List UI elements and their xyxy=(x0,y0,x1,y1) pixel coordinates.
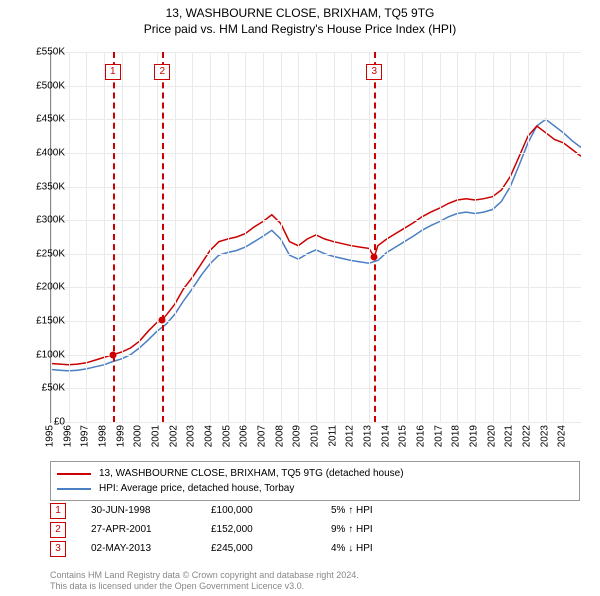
attribution: Contains HM Land Registry data © Crown c… xyxy=(50,570,359,592)
legend-label: 13, WASHBOURNE CLOSE, BRIXHAM, TQ5 9TG (… xyxy=(99,466,404,481)
sale-number-box: 1 xyxy=(50,503,66,519)
x-axis-label: 1998 xyxy=(98,425,109,447)
x-axis-label: 2012 xyxy=(345,425,356,447)
x-axis-label: 1996 xyxy=(62,425,73,447)
legend: 13, WASHBOURNE CLOSE, BRIXHAM, TQ5 9TG (… xyxy=(50,461,580,501)
x-axis-label: 2017 xyxy=(433,425,444,447)
x-axis-label: 2010 xyxy=(310,425,321,447)
x-axis-label: 2009 xyxy=(292,425,303,447)
sale-date: 27-APR-2001 xyxy=(91,524,211,535)
x-axis-label: 2019 xyxy=(469,425,480,447)
y-axis-label: £250K xyxy=(36,248,65,259)
x-axis-label: 2002 xyxy=(168,425,179,447)
sale-marker-dot xyxy=(371,254,378,261)
x-axis-label: 2000 xyxy=(133,425,144,447)
y-axis-label: £350K xyxy=(36,181,65,192)
attribution-line: Contains HM Land Registry data © Crown c… xyxy=(50,570,359,581)
table-row: 2 27-APR-2001 £152,000 9% ↑ HPI xyxy=(50,520,431,539)
sale-marker-box: 1 xyxy=(105,64,121,80)
y-axis-label: £400K xyxy=(36,147,65,158)
y-axis-label: £100K xyxy=(36,349,65,360)
sale-date: 30-JUN-1998 xyxy=(91,505,211,516)
legend-item: HPI: Average price, detached house, Torb… xyxy=(57,481,573,496)
legend-swatch xyxy=(57,488,91,490)
table-row: 3 02-MAY-2013 £245,000 4% ↓ HPI xyxy=(50,539,431,558)
attribution-line: This data is licensed under the Open Gov… xyxy=(50,581,359,592)
y-axis-label: £200K xyxy=(36,282,65,293)
y-axis-label: £150K xyxy=(36,316,65,327)
x-axis-label: 2023 xyxy=(539,425,550,447)
x-axis-label: 2013 xyxy=(363,425,374,447)
sale-pct: 4% ↓ HPI xyxy=(331,543,431,554)
y-axis-label: £50K xyxy=(42,383,65,394)
sale-number-box: 3 xyxy=(50,541,66,557)
sale-price: £152,000 xyxy=(211,524,331,535)
sale-price: £100,000 xyxy=(211,505,331,516)
y-axis-label: £300K xyxy=(36,215,65,226)
x-axis-label: 2004 xyxy=(204,425,215,447)
y-axis-label: £550K xyxy=(36,47,65,58)
sale-marker-box: 2 xyxy=(154,64,170,80)
x-axis-label: 2018 xyxy=(451,425,462,447)
sales-table: 1 30-JUN-1998 £100,000 5% ↑ HPI 2 27-APR… xyxy=(50,501,431,558)
sale-marker-box: 3 xyxy=(366,64,382,80)
x-axis-label: 2015 xyxy=(398,425,409,447)
legend-item: 13, WASHBOURNE CLOSE, BRIXHAM, TQ5 9TG (… xyxy=(57,466,573,481)
x-axis-label: 2007 xyxy=(257,425,268,447)
x-axis-label: 2006 xyxy=(239,425,250,447)
chart-title: 13, WASHBOURNE CLOSE, BRIXHAM, TQ5 9TG P… xyxy=(0,6,600,37)
x-axis-label: 2003 xyxy=(186,425,197,447)
x-axis-label: 2001 xyxy=(151,425,162,447)
sale-marker-dot xyxy=(109,351,116,358)
legend-swatch xyxy=(57,473,91,475)
title-line-1: 13, WASHBOURNE CLOSE, BRIXHAM, TQ5 9TG xyxy=(0,6,600,22)
x-axis-label: 1995 xyxy=(45,425,56,447)
x-axis-label: 2022 xyxy=(522,425,533,447)
x-axis-label: 2021 xyxy=(504,425,515,447)
y-axis-label: £450K xyxy=(36,114,65,125)
sale-pct: 9% ↑ HPI xyxy=(331,524,431,535)
x-axis-label: 2005 xyxy=(221,425,232,447)
title-line-2: Price paid vs. HM Land Registry's House … xyxy=(0,22,600,38)
x-axis-label: 2008 xyxy=(274,425,285,447)
legend-label: HPI: Average price, detached house, Torb… xyxy=(99,481,294,496)
x-axis-label: 2014 xyxy=(380,425,391,447)
sale-pct: 5% ↑ HPI xyxy=(331,505,431,516)
x-axis-label: 1999 xyxy=(115,425,126,447)
sale-date: 02-MAY-2013 xyxy=(91,543,211,554)
x-axis-label: 2011 xyxy=(327,425,338,447)
x-axis-label: 2024 xyxy=(557,425,568,447)
table-row: 1 30-JUN-1998 £100,000 5% ↑ HPI xyxy=(50,501,431,520)
x-axis-label: 2020 xyxy=(486,425,497,447)
sale-number-box: 2 xyxy=(50,522,66,538)
sale-marker-dot xyxy=(159,316,166,323)
x-axis-label: 1997 xyxy=(80,425,91,447)
y-axis-label: £500K xyxy=(36,80,65,91)
chart-plot-area: 1 2 3 xyxy=(50,52,581,423)
sale-price: £245,000 xyxy=(211,543,331,554)
x-axis-label: 2016 xyxy=(416,425,427,447)
